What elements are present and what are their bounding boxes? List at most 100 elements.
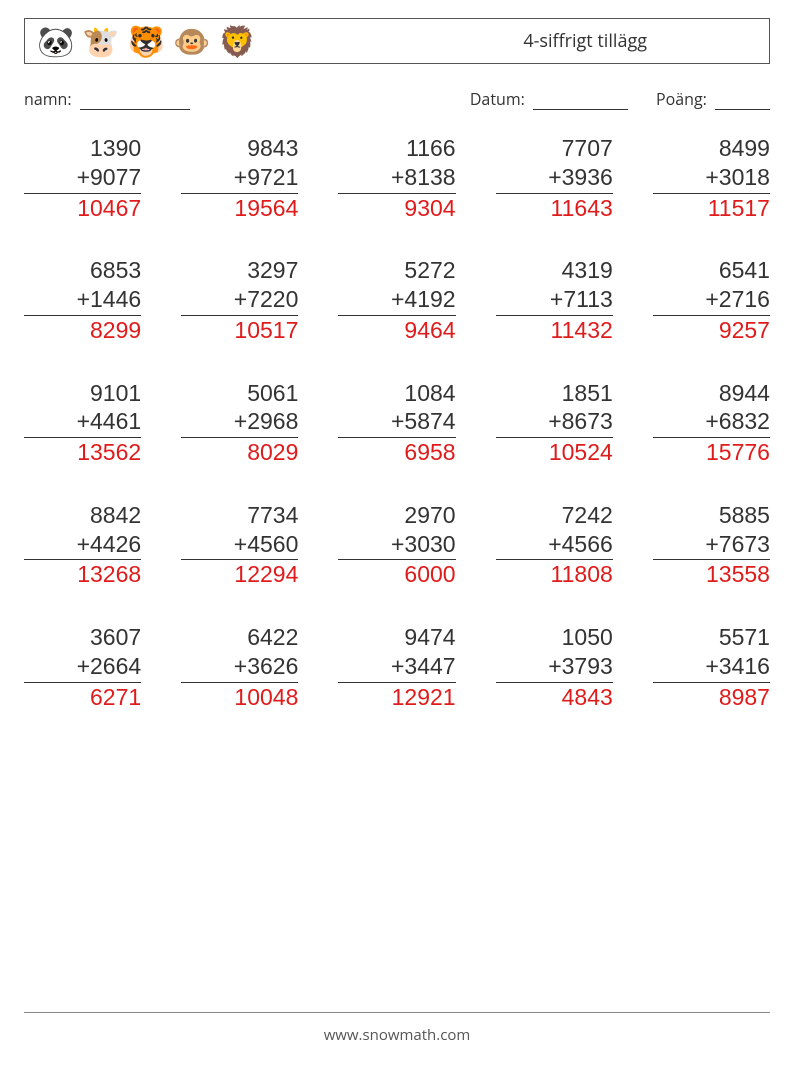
answer: 11643 — [496, 194, 613, 223]
addend-bottom: +3626 — [181, 652, 298, 683]
addend-top: 1084 — [404, 379, 455, 408]
addend-bottom: +7220 — [181, 285, 298, 316]
monkey-icon: 🐵 — [173, 26, 210, 56]
answer: 19564 — [181, 194, 298, 223]
answer: 4843 — [496, 683, 613, 712]
score-label: Poäng: — [656, 88, 707, 110]
addend-bottom: +4566 — [496, 530, 613, 561]
date-field: Datum: — [470, 88, 628, 110]
problem-grid: 1390+907710467 9843+972119564 1166+8138930… — [24, 134, 770, 711]
problem-9: 4319+711311432 — [496, 256, 613, 344]
addend-bottom: +6832 — [653, 407, 770, 438]
date-label: Datum: — [470, 88, 525, 110]
name-blank[interactable] — [80, 95, 190, 110]
footer-divider — [24, 1012, 770, 1013]
addend-top: 1050 — [562, 623, 613, 652]
problem-25: 5571+34168987 — [653, 623, 770, 711]
addend-bottom: +3416 — [653, 652, 770, 683]
problem-10: 6541+27169257 — [653, 256, 770, 344]
addend-bottom: +4192 — [338, 285, 455, 316]
problem-22: 6422+362610048 — [181, 623, 298, 711]
addend-top: 6853 — [90, 256, 141, 285]
answer: 10467 — [24, 194, 141, 223]
addend-bottom: +3030 — [338, 530, 455, 561]
problem-3: 1166+81389304 — [338, 134, 455, 222]
addend-top: 1166 — [406, 134, 455, 163]
answer: 12294 — [181, 560, 298, 589]
problem-6: 6853+14468299 — [24, 256, 141, 344]
answer: 10524 — [496, 438, 613, 467]
addend-top: 5885 — [719, 501, 770, 530]
addend-top: 2970 — [404, 501, 455, 530]
addend-top: 7242 — [562, 501, 613, 530]
addend-top: 9474 — [404, 623, 455, 652]
date-blank[interactable] — [533, 95, 628, 110]
addend-bottom: +9077 — [24, 163, 141, 194]
problem-23: 9474+344712921 — [338, 623, 455, 711]
addend-bottom: +1446 — [24, 285, 141, 316]
answer: 6000 — [338, 560, 455, 589]
worksheet-page: 🐼 🐮 🐯 🐵 🦁 4-siffrigt tillägg namn: Datum… — [0, 18, 794, 1071]
problem-21: 3607+26646271 — [24, 623, 141, 711]
addend-bottom: +2664 — [24, 652, 141, 683]
addend-top: 5061 — [247, 379, 298, 408]
name-field: namn: — [24, 88, 190, 110]
addend-top: 1390 — [90, 134, 141, 163]
name-label: namn: — [24, 88, 72, 110]
problem-17: 7734+456012294 — [181, 501, 298, 589]
problem-13: 1084+58746958 — [338, 379, 455, 467]
addend-bottom: +2968 — [181, 407, 298, 438]
addend-top: 1851 — [562, 379, 613, 408]
addend-bottom: +3447 — [338, 652, 455, 683]
answer: 15776 — [653, 438, 770, 467]
addend-top: 7734 — [247, 501, 298, 530]
addend-bottom: +4461 — [24, 407, 141, 438]
problem-11: 9101+446113562 — [24, 379, 141, 467]
addend-bottom: +3018 — [653, 163, 770, 194]
answer: 10048 — [181, 683, 298, 712]
problem-12: 5061+29688029 — [181, 379, 298, 467]
addend-bottom: +8673 — [496, 407, 613, 438]
addend-top: 7707 — [562, 134, 613, 163]
addend-top: 6541 — [719, 256, 770, 285]
addend-top: 3607 — [90, 623, 141, 652]
answer: 8299 — [24, 316, 141, 345]
problem-8: 5272+41929464 — [338, 256, 455, 344]
answer: 9304 — [338, 194, 455, 223]
answer: 8987 — [653, 683, 770, 712]
addend-bottom: +7113 — [496, 285, 613, 316]
addend-bottom: +4560 — [181, 530, 298, 561]
addend-top: 9843 — [247, 134, 298, 163]
answer: 6271 — [24, 683, 141, 712]
problem-4: 7707+393611643 — [496, 134, 613, 222]
addend-bottom: +9721 — [181, 163, 298, 194]
panda-icon: 🐼 — [37, 26, 74, 56]
problem-7: 3297+722010517 — [181, 256, 298, 344]
addend-bottom: +4426 — [24, 530, 141, 561]
addend-top: 8842 — [90, 501, 141, 530]
problem-18: 2970+30306000 — [338, 501, 455, 589]
score-blank[interactable] — [715, 95, 770, 110]
addend-top: 3297 — [247, 256, 298, 285]
animal-icons: 🐼 🐮 🐯 🐵 🦁 — [37, 26, 256, 56]
problem-2: 9843+972119564 — [181, 134, 298, 222]
answer: 8029 — [181, 438, 298, 467]
cow-icon: 🐮 — [82, 26, 119, 56]
answer: 11808 — [496, 560, 613, 589]
problem-1: 1390+907710467 — [24, 134, 141, 222]
answer: 11517 — [653, 194, 770, 223]
answer: 11432 — [496, 316, 613, 345]
addend-bottom: +3793 — [496, 652, 613, 683]
answer: 6958 — [338, 438, 455, 467]
problem-16: 8842+442613268 — [24, 501, 141, 589]
problem-14: 1851+867310524 — [496, 379, 613, 467]
info-row: namn: Datum: Poäng: — [24, 88, 770, 110]
addend-top: 5571 — [719, 623, 770, 652]
footer-url: www.snowmath.com — [0, 1025, 794, 1045]
problem-20: 5885+767313558 — [653, 501, 770, 589]
problem-19: 7242+456611808 — [496, 501, 613, 589]
answer: 13268 — [24, 560, 141, 589]
addend-top: 5272 — [404, 256, 455, 285]
header-bar: 🐼 🐮 🐯 🐵 🦁 4-siffrigt tillägg — [24, 18, 770, 64]
answer: 13558 — [653, 560, 770, 589]
